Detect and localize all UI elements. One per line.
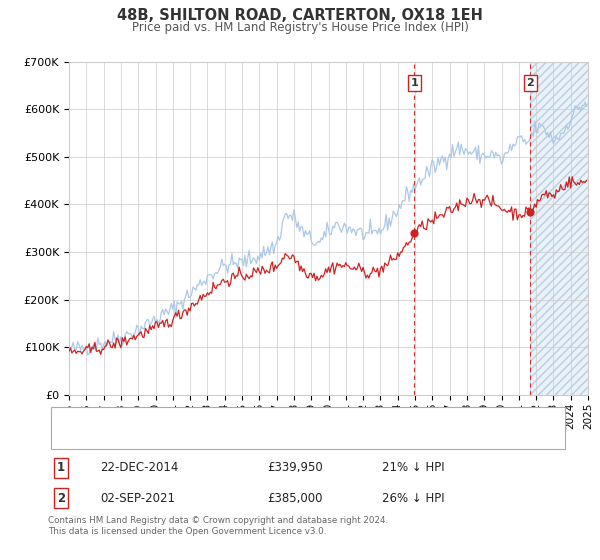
Text: 22-DEC-2014: 22-DEC-2014: [100, 461, 179, 474]
FancyBboxPatch shape: [50, 407, 565, 449]
Bar: [530, 62, 588, 395]
Text: 26% ↓ HPI: 26% ↓ HPI: [382, 492, 445, 505]
Text: Price paid vs. HM Land Registry's House Price Index (HPI): Price paid vs. HM Land Registry's House …: [131, 21, 469, 34]
Text: 48B, SHILTON ROAD, CARTERTON, OX18 1EH (detached house): 48B, SHILTON ROAD, CARTERTON, OX18 1EH (…: [95, 412, 439, 422]
Text: 1: 1: [410, 78, 418, 88]
Text: £385,000: £385,000: [267, 492, 323, 505]
Text: 2: 2: [527, 78, 534, 88]
Text: 1: 1: [57, 461, 65, 474]
Text: 02-SEP-2021: 02-SEP-2021: [100, 492, 175, 505]
Text: Contains HM Land Registry data © Crown copyright and database right 2024.
This d: Contains HM Land Registry data © Crown c…: [48, 516, 388, 536]
Text: £339,950: £339,950: [267, 461, 323, 474]
Text: 2: 2: [57, 492, 65, 505]
Point: [526, 207, 535, 216]
Text: 48B, SHILTON ROAD, CARTERTON, OX18 1EH: 48B, SHILTON ROAD, CARTERTON, OX18 1EH: [117, 8, 483, 24]
Bar: [530, 62, 588, 395]
Text: 21% ↓ HPI: 21% ↓ HPI: [382, 461, 445, 474]
Text: HPI: Average price, detached house, West Oxfordshire: HPI: Average price, detached house, West…: [95, 433, 391, 444]
Point: [410, 228, 419, 237]
